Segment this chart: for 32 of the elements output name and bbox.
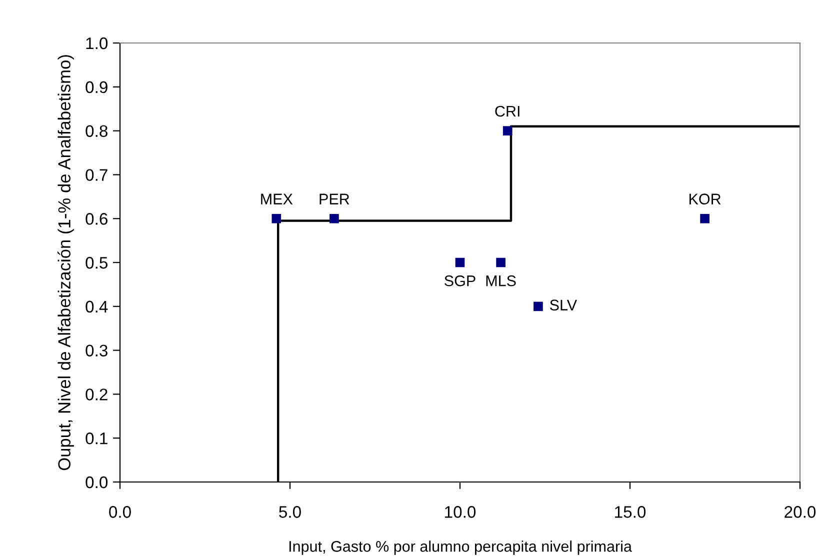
x-tick-label: 5.0: [279, 506, 301, 518]
data-label: CRI: [495, 106, 520, 117]
point: [700, 214, 710, 224]
point: [272, 214, 282, 224]
data-label: SLV: [550, 300, 577, 310]
point: [502, 126, 512, 136]
point: [534, 302, 543, 312]
data-label: MLS: [486, 275, 516, 286]
y-tick-label: 0.3: [86, 344, 108, 357]
y-tick-label: 0.8: [86, 125, 108, 138]
x-tick-label: 15.0: [615, 506, 646, 518]
y-tick-label: 0.2: [86, 388, 108, 400]
point: [496, 258, 506, 268]
x-tick-label: 10.0: [445, 506, 476, 518]
point: [330, 214, 339, 224]
x-axis-title: Input, Gasto % por alumno percapita nivel primaria: [289, 540, 632, 555]
data-label: KOR: [690, 194, 721, 204]
y-tick-label: 0.5: [86, 256, 108, 269]
data-label: PER: [320, 194, 350, 204]
y-tick-label: 0.0: [86, 476, 108, 488]
data-label: MEX: [261, 194, 293, 204]
y-tick-label: 0.7: [86, 169, 108, 181]
y-tick-label: 0.1: [86, 432, 108, 444]
x-tick-label: 0.0: [109, 506, 131, 518]
y-tick-label: 0.9: [86, 81, 108, 94]
y-tick-label: 1.0: [86, 37, 108, 50]
x-tick-label: 20.0: [784, 506, 816, 518]
data-label: SGP: [444, 275, 476, 286]
y-tick-label: 0.4: [86, 300, 108, 313]
y-axis-title: Ouput, Nivel de Alfabetización (1-% de Analfabetismo): [58, 55, 74, 470]
y-tick-label: 0.6: [86, 213, 108, 225]
point: [455, 258, 465, 268]
